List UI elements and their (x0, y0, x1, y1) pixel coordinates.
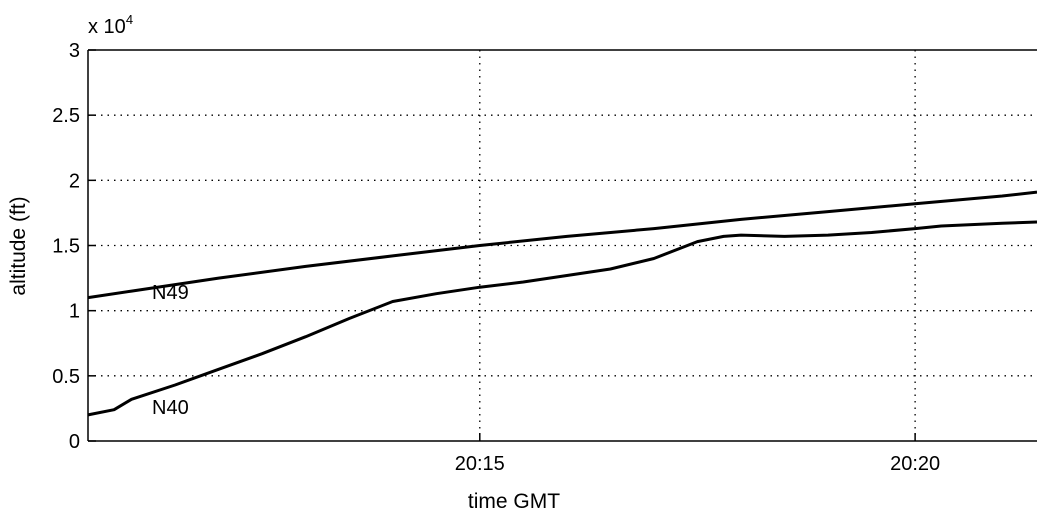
y-tick-label: 0.5 (52, 366, 80, 388)
tick-labels: 0 0.5 1 1.5 2 2.5 3 20:15 20:20 (52, 40, 940, 475)
series-label-n49: N49 (152, 282, 189, 304)
y-axis-title: altitude (ft) (7, 196, 30, 295)
y-multiplier-base: x 10 (88, 16, 126, 38)
series-lines (87, 190, 1037, 417)
y-tick-label: 1 (69, 301, 80, 323)
y-tick-label: 2 (69, 170, 80, 192)
y-tick-label: 2.5 (52, 105, 80, 127)
grid-lines (88, 50, 1037, 441)
series-line-n40 (87, 220, 1037, 417)
y-tick-label: 3 (69, 40, 80, 62)
series-line-n49 (87, 190, 1037, 300)
y-multiplier-exponent: 4 (126, 12, 133, 27)
y-tick-label: 0 (69, 431, 80, 453)
x-tick-label: 20:15 (455, 453, 505, 475)
axes (87, 49, 1037, 442)
y-tick-label: 1.5 (52, 236, 80, 258)
x-tick-label: 20:20 (890, 453, 940, 475)
x-axis-title: time GMT (468, 490, 560, 513)
series-label-n40: N40 (152, 397, 189, 419)
y-multiplier-label: x 104 (88, 12, 133, 38)
